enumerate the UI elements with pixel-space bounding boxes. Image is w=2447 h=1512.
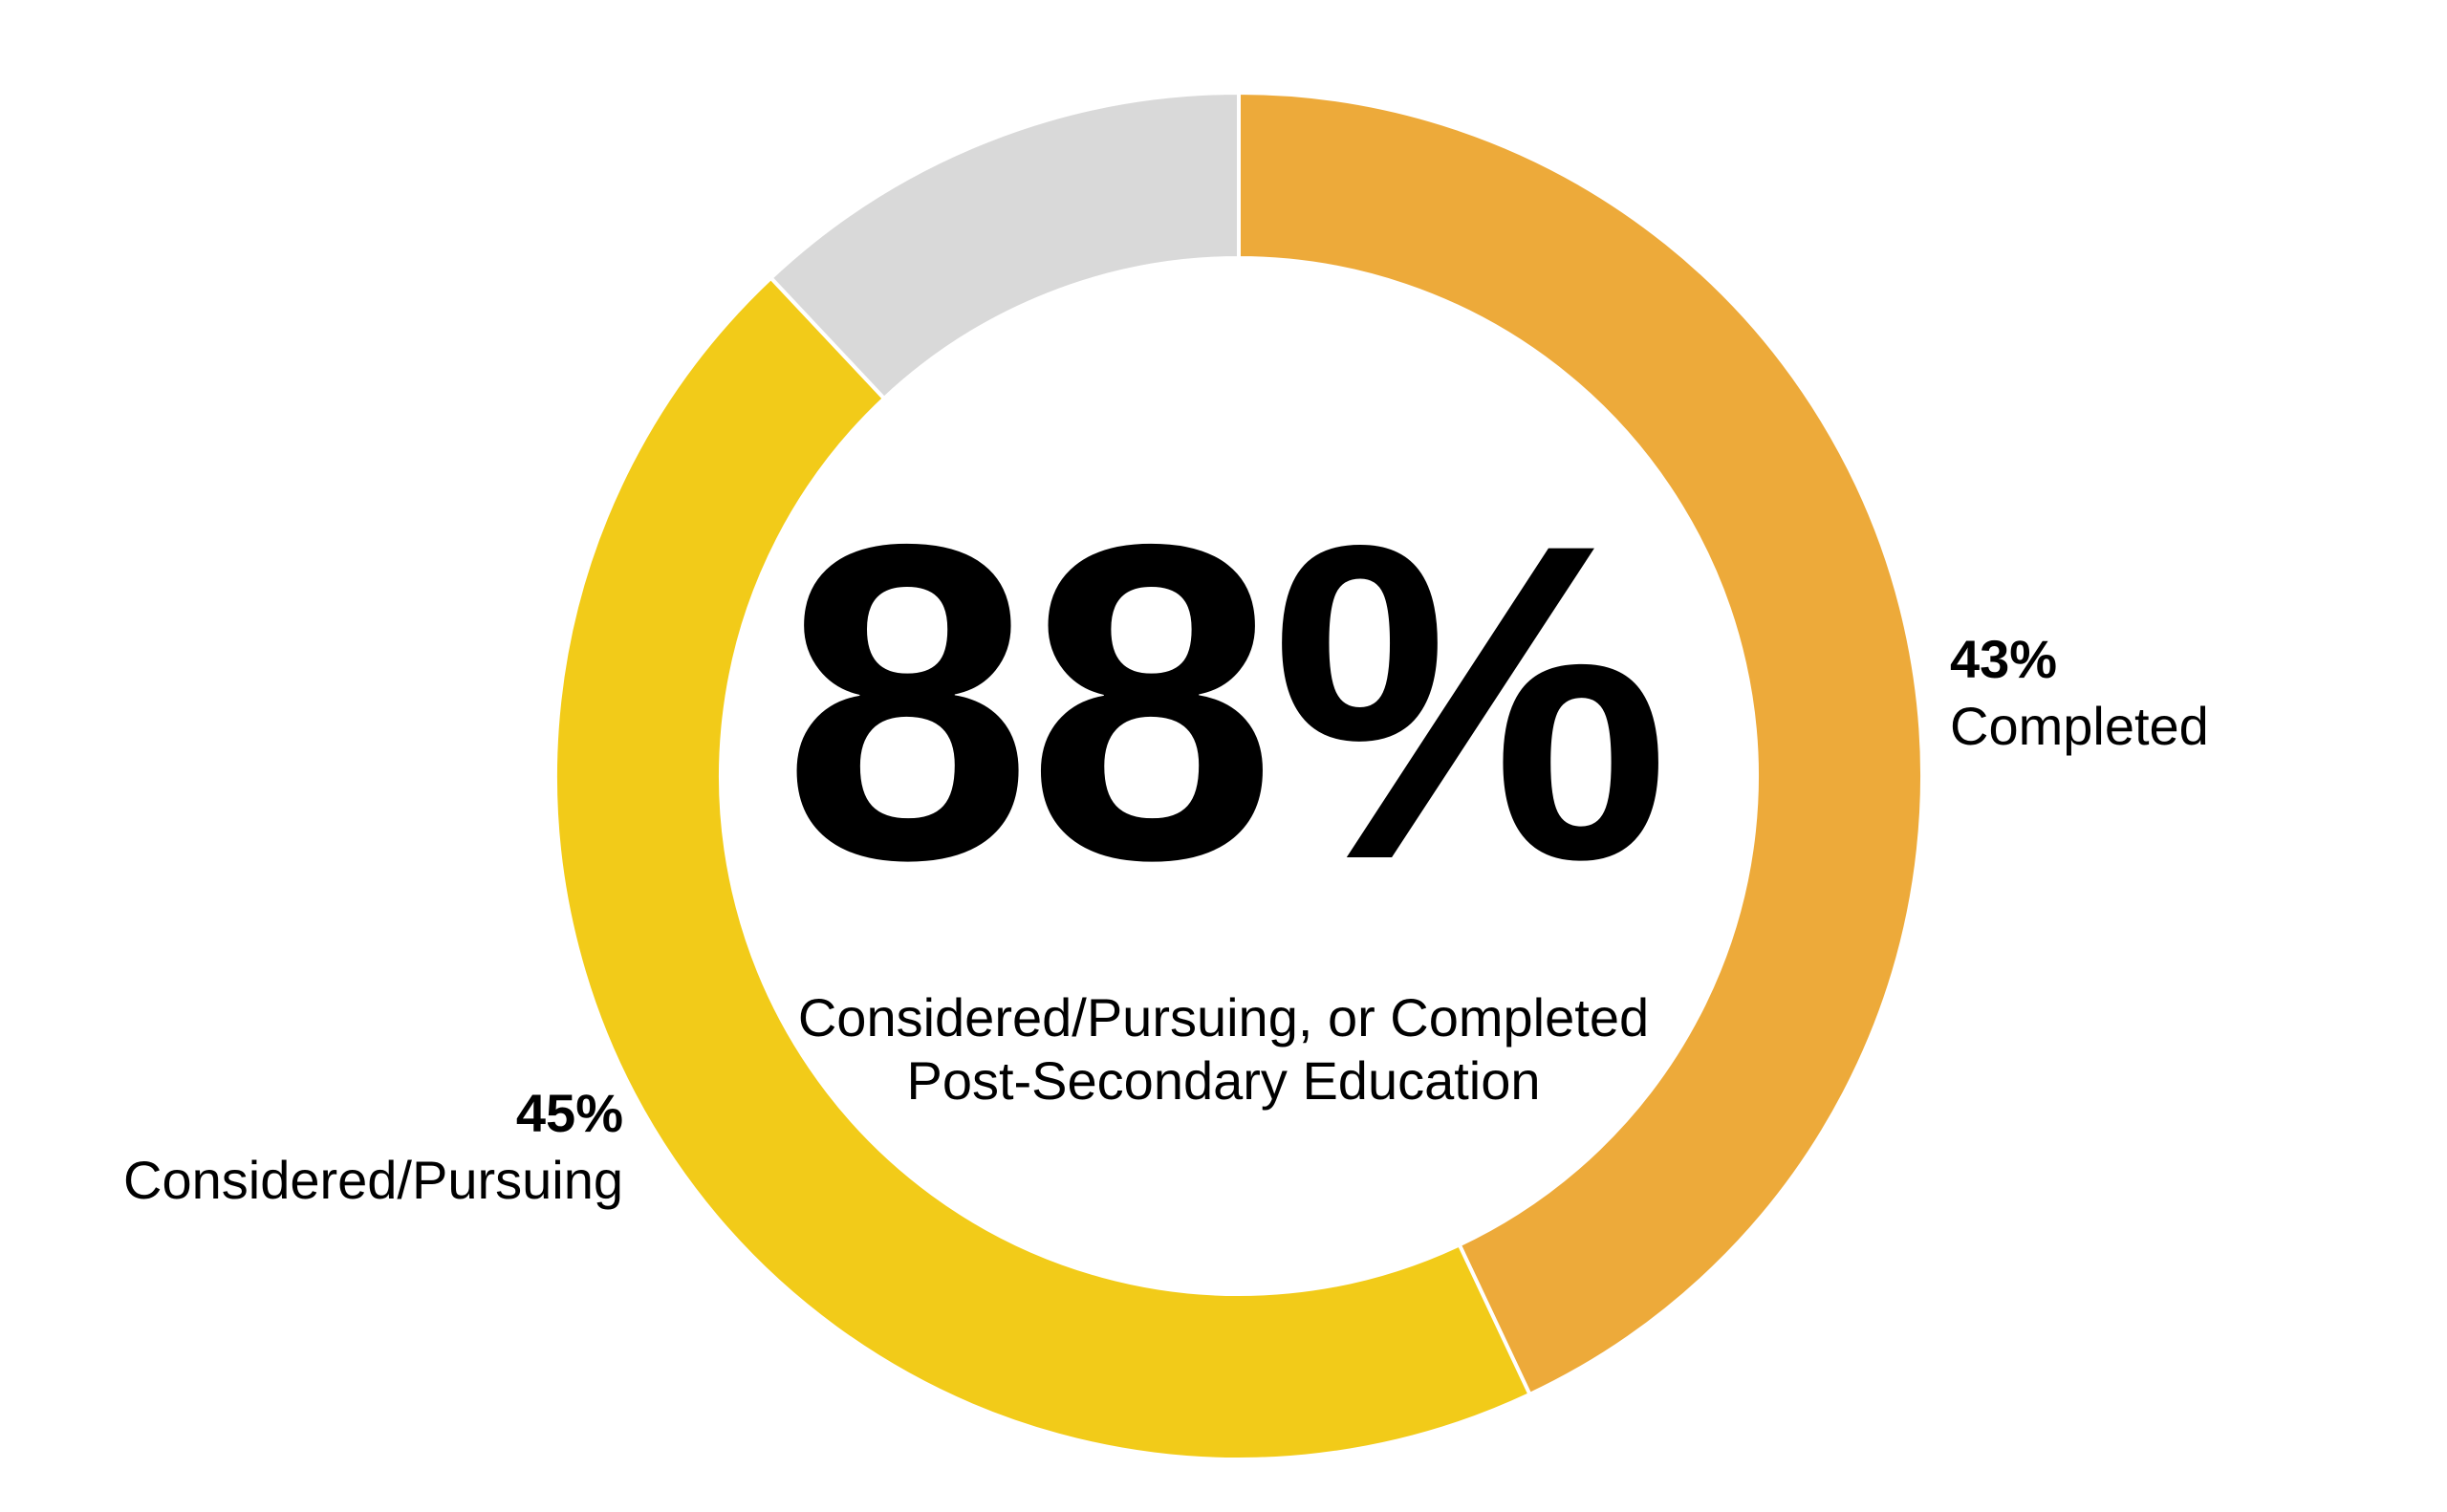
center-caption-line-2: Post-Secondary Education bbox=[906, 1049, 1541, 1111]
slice-value-label-considered-pursuing: 45% bbox=[515, 1083, 623, 1143]
slice-name-completed: Completed bbox=[1950, 696, 2209, 756]
slice-name-considered-pursuing: Considered/Pursuing bbox=[123, 1150, 623, 1210]
donut-slice-remainder bbox=[768, 90, 1241, 401]
center-caption-line-1: Considered/Pursuing, or Completed bbox=[797, 987, 1650, 1048]
donut-slices bbox=[553, 90, 1924, 1461]
donut-slice-considered-pursuing bbox=[553, 274, 1533, 1461]
donut-slice-completed bbox=[1237, 90, 1924, 1397]
center-caption: Considered/Pursuing, or Completed Post-S… bbox=[746, 986, 1701, 1112]
slice-label-considered-pursuing: 45% Considered/Pursuing bbox=[38, 1080, 623, 1214]
center-summary: 88% Considered/Pursuing, or Completed Po… bbox=[746, 478, 1701, 1112]
center-value: 88% bbox=[782, 451, 1671, 953]
slice-label-completed: 43% Completed bbox=[1950, 626, 2209, 760]
slice-value-label-completed: 43% bbox=[1950, 629, 2058, 689]
